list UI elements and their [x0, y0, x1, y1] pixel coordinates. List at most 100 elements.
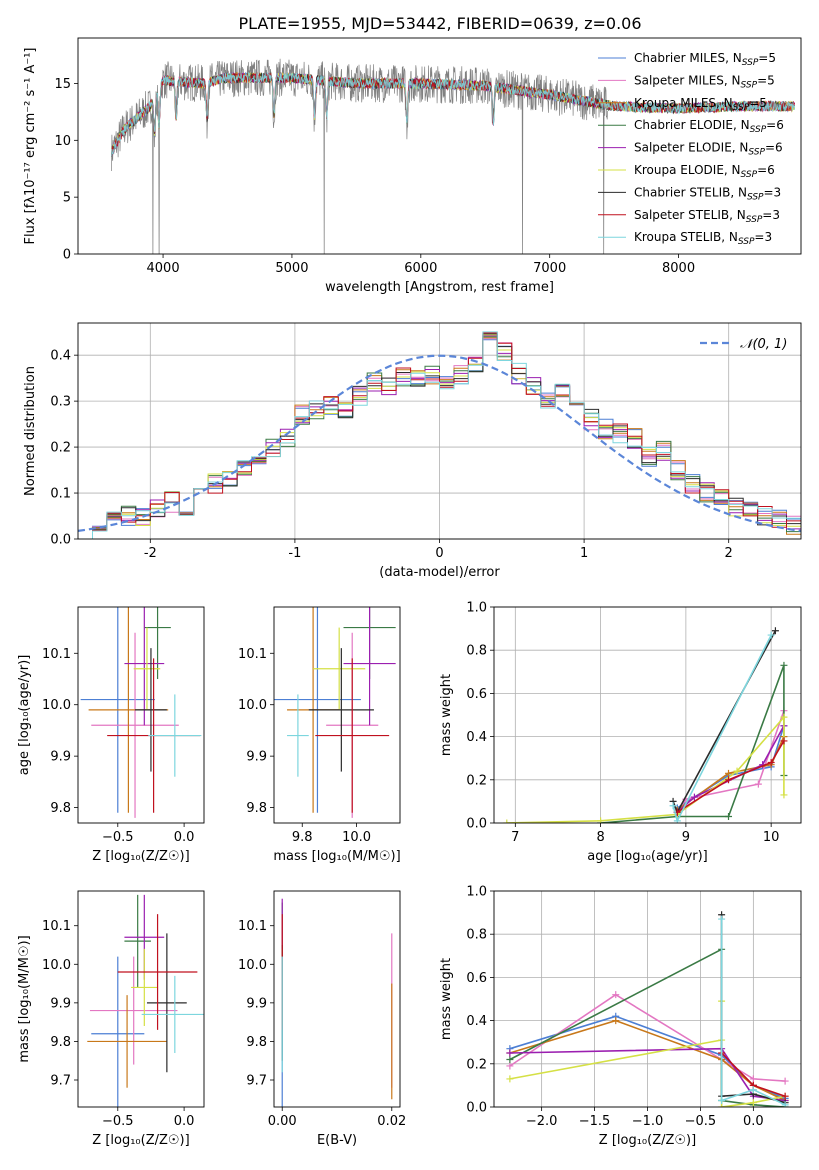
legend-label-8: Kroupa STELIB, NSSP=3 [634, 230, 772, 247]
legend-label-tail: =6 [765, 141, 783, 155]
plot-area-residuals [78, 331, 801, 539]
plot-area-mass-vs-EBV [281, 898, 393, 1107]
legend-label-0: Chabrier MILES, NSSP=5 [634, 51, 776, 68]
y-tick-label: 10.1 [238, 647, 267, 662]
legend-label-text: Salpeter ELODIE, N [634, 141, 748, 155]
x-tick-label: 2 [725, 546, 733, 561]
x-tick-label: −0.5 [685, 1114, 717, 1129]
legend-label-normal: 𝒩(0, 1) [740, 337, 787, 352]
y-tick-label: 9.7 [246, 1074, 267, 1089]
x-tick-label: 10.0 [342, 830, 371, 845]
errorbar-point-7 [117, 914, 198, 1030]
weight-marker [506, 1075, 514, 1083]
legend-label-tail: =5 [757, 73, 775, 87]
legend-label-tail: =6 [766, 118, 784, 132]
panel-spectrum: 4000 5000 6000 7000 8000 0 5 10 15 wavelength [An… [23, 37, 802, 295]
y-axis-label: Normed distribution [23, 366, 38, 496]
y-tick-label: 0.2 [466, 1057, 487, 1072]
weight-marker [718, 1103, 726, 1107]
y-tick-label: 1.0 [466, 885, 487, 900]
plot-area-mass-vs-Z [87, 894, 204, 1107]
x-axis-label: Z [log₁₀(Z/Z☉)] [92, 1133, 189, 1148]
x-tick-label: −2.0 [526, 1114, 558, 1129]
x-tick-label: -1 [288, 546, 301, 561]
legend-label-sub: SSP [746, 215, 763, 225]
y-axis-label: mass weight [439, 674, 454, 756]
weight-marker [767, 631, 775, 639]
y-tick-label: 0.0 [50, 533, 71, 548]
weight-marker [612, 991, 620, 999]
x-tick-label: 10 [763, 830, 780, 845]
legend-label-text: Kroupa ELODIE, N [634, 163, 741, 177]
errorbar-point-7 [315, 658, 390, 813]
x-tick-label: 8000 [662, 261, 695, 276]
errorbar-point-3 [144, 607, 171, 679]
panel-mass-vs-EBV: 0.00 0.02 9.7 9.8 9.9 10.0 10.1 E(B-V) [238, 890, 406, 1148]
y-tick-label: 1.0 [466, 601, 487, 616]
y-tick-label: 0.4 [50, 349, 71, 364]
x-axis-label: wavelength [Angstrom, rest frame] [325, 280, 554, 295]
y-tick-label: 9.8 [246, 801, 267, 816]
plot-area-weight-vs-Z [506, 911, 789, 1107]
weight-marker [749, 1086, 757, 1094]
legend-label-3: Chabrier ELODIE, NSSP=6 [634, 118, 784, 135]
legend-label-sub: SSP [741, 80, 758, 90]
y-tick-label: 10 [54, 134, 71, 149]
y-axis-label: age [log₁₀(age/yr)] [17, 655, 32, 776]
legend-label-text: Chabrier ELODIE, N [634, 118, 750, 132]
y-tick-label: 0.3 [50, 395, 71, 410]
x-tick-label: 0.02 [377, 1114, 406, 1129]
weight-marker [780, 737, 788, 745]
x-tick-label: 9.8 [292, 830, 313, 845]
errorbar-point-2 [87, 995, 167, 1088]
weight-marker [669, 802, 677, 810]
weight-marker [780, 791, 788, 799]
legend-label-tail: =5 [758, 51, 776, 65]
legend-label-sub: SSP [738, 237, 755, 247]
y-tick-label: 9.9 [50, 996, 71, 1011]
legend-label-1: Salpeter MILES, NSSP=5 [634, 73, 775, 90]
y-tick-label: 10.1 [42, 647, 71, 662]
y-tick-label: 9.9 [246, 996, 267, 1011]
x-tick-label: 0.0 [174, 1114, 195, 1129]
errorbar-point-5 [133, 627, 161, 710]
x-tick-label: 0 [435, 546, 443, 561]
y-tick-label: 10.0 [42, 958, 71, 973]
legend-label-tail: =3 [762, 208, 780, 222]
legend-label-6: Chabrier STELIB, NSSP=3 [634, 185, 781, 202]
legend-label-tail: =5 [749, 96, 767, 110]
y-axis-label: mass [log₁₀(M/M☉)] [17, 935, 32, 1062]
weight-marker [749, 1075, 757, 1083]
errorbar-point-6 [308, 648, 374, 772]
axes-frame [273, 890, 401, 1108]
y-axis-label: Flux [fλ10⁻¹⁷ erg cm⁻² s⁻¹ A⁻¹] [23, 48, 38, 245]
x-tick-label: 5000 [275, 261, 308, 276]
legend-label-7: Salpeter STELIB, NSSP=3 [634, 208, 780, 225]
legend-label-2: Kroupa MILES, NSSP=5 [634, 96, 767, 113]
weight-marker [781, 1092, 789, 1100]
x-tick-label: −1.0 [632, 1114, 664, 1129]
y-tick-label: 0.1 [50, 487, 71, 502]
x-tick-label: 1 [580, 546, 588, 561]
legend-label-tail: =3 [764, 185, 782, 199]
errorbar-point-8 [141, 975, 204, 1053]
legend-label-tail: =3 [754, 230, 772, 244]
legend-label-sub: SSP [748, 148, 765, 158]
y-tick-label: 0.6 [466, 687, 487, 702]
weight-marker [754, 780, 762, 788]
y-tick-label: 0.2 [50, 441, 71, 456]
weight-marker [612, 1017, 620, 1025]
weight-marker [718, 915, 726, 923]
weight-line-8 [720, 919, 786, 1106]
y-tick-label: 0 [63, 248, 71, 263]
legend-label-4: Salpeter ELODIE, NSSP=6 [634, 141, 783, 158]
errorbar-point-8 [287, 694, 309, 777]
weight-marker [718, 1097, 726, 1105]
weight-marker [767, 759, 775, 767]
errorbar-point-6 [135, 648, 167, 772]
errorbar-point-3 [124, 894, 151, 988]
errorbar-point-1 [91, 632, 179, 818]
errorbar-point-6 [146, 933, 187, 1073]
axes-frame [77, 606, 205, 824]
plot-area-weight-vs-age [503, 627, 788, 823]
